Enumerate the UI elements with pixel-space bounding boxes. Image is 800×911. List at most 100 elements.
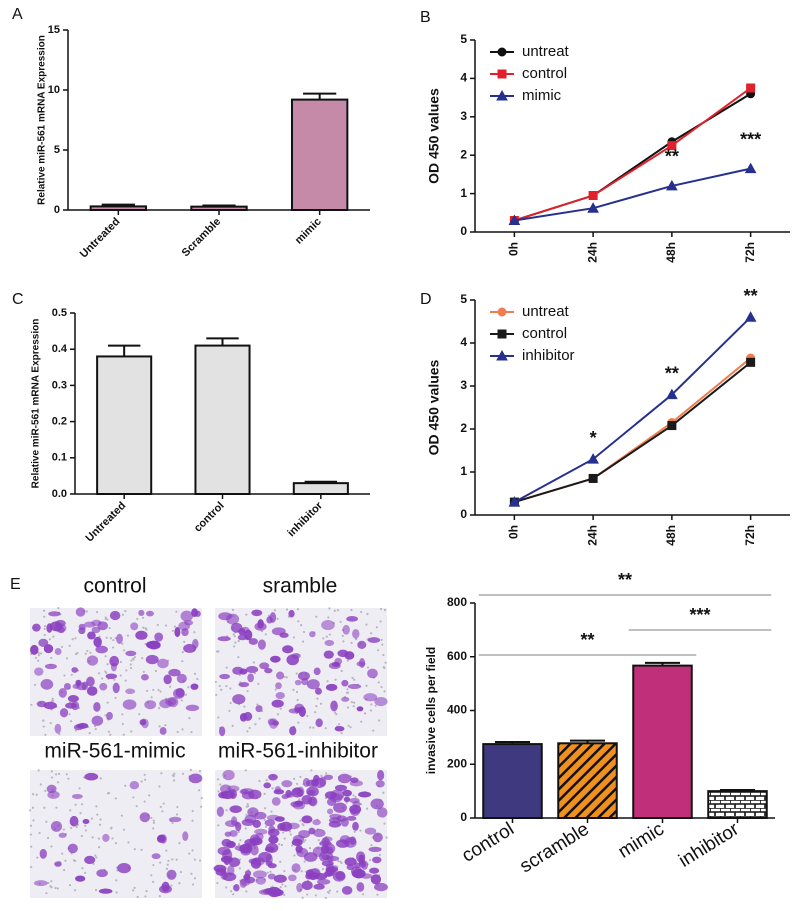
pore: [217, 650, 220, 653]
cell: [219, 726, 226, 737]
cell: [73, 724, 84, 731]
pore: [198, 859, 202, 862]
pore: [376, 893, 379, 896]
cell: [350, 808, 360, 817]
pore: [280, 843, 283, 847]
cell: [84, 772, 99, 781]
pore: [105, 636, 108, 639]
cell: [292, 835, 305, 844]
pore: [97, 846, 101, 849]
pore: [257, 682, 260, 685]
x-tick-label: 48h: [664, 525, 678, 546]
pore: [279, 707, 282, 710]
pore: [158, 707, 161, 710]
pore: [44, 789, 47, 792]
micrograph: miR-561-inhibitor: [213, 740, 388, 900]
pore: [158, 894, 161, 898]
cell: [217, 846, 231, 856]
cell: [43, 701, 57, 710]
pore: [37, 659, 40, 662]
cell: [116, 633, 123, 644]
pore: [89, 651, 92, 654]
pore: [140, 780, 143, 783]
pore: [238, 843, 241, 846]
cell: [109, 610, 121, 621]
pore: [152, 819, 155, 822]
pore: [56, 781, 60, 784]
cell: [251, 609, 263, 617]
y-tick-label: 5: [54, 144, 60, 156]
significance-label: **: [665, 363, 679, 383]
pore: [319, 702, 323, 705]
marker: [667, 141, 677, 151]
pore: [36, 856, 39, 859]
pore: [98, 823, 102, 826]
cell: [178, 621, 191, 631]
pore: [88, 732, 91, 735]
cell: [230, 622, 243, 633]
pore: [300, 870, 303, 873]
pore: [264, 825, 268, 828]
cell: [122, 699, 137, 710]
pore: [314, 894, 317, 897]
cell: [341, 696, 350, 702]
pore: [370, 844, 373, 847]
cell: [313, 883, 325, 890]
cell: [323, 650, 334, 659]
cell: [232, 666, 244, 675]
pore: [106, 701, 109, 704]
cell: [117, 862, 131, 874]
pore: [340, 669, 343, 673]
cell: [139, 812, 151, 823]
legend-label: control: [522, 65, 567, 82]
cell: [173, 688, 185, 699]
pore: [244, 769, 247, 772]
cell: [370, 874, 382, 885]
cell: [268, 773, 278, 781]
pore: [38, 831, 41, 835]
pore: [252, 661, 255, 664]
cell: [298, 706, 306, 717]
cell: [301, 815, 313, 824]
pore: [106, 663, 109, 666]
pore: [114, 842, 117, 845]
y-tick-label: 0: [54, 204, 60, 216]
pore: [43, 633, 46, 637]
pore: [214, 680, 217, 684]
pore: [95, 856, 98, 859]
cell: [334, 784, 347, 791]
cell: [65, 702, 77, 709]
pore: [57, 772, 61, 776]
pore: [303, 860, 306, 863]
pore: [283, 893, 286, 896]
pore: [188, 852, 191, 855]
pore: [95, 610, 99, 614]
pore: [293, 854, 296, 857]
pore: [148, 794, 151, 797]
cell: [125, 650, 137, 657]
cell: [44, 663, 57, 670]
pore: [152, 880, 155, 883]
pore: [243, 705, 246, 708]
pore: [258, 717, 261, 720]
pore: [115, 891, 118, 894]
cell: [267, 873, 276, 880]
pore: [180, 699, 183, 702]
cell: [97, 621, 109, 631]
cell: [309, 631, 316, 638]
pore: [104, 670, 107, 673]
cell: [352, 821, 359, 831]
cell: [54, 623, 67, 633]
cell: [84, 621, 96, 628]
pore: [301, 896, 304, 899]
pore: [150, 816, 153, 820]
cell: [75, 875, 86, 882]
pore: [245, 813, 248, 817]
cell: [245, 665, 259, 674]
pore: [300, 624, 303, 627]
x-tick-label: 0h: [507, 242, 521, 256]
pore: [321, 867, 325, 871]
pore: [216, 778, 220, 781]
pore: [47, 881, 50, 885]
